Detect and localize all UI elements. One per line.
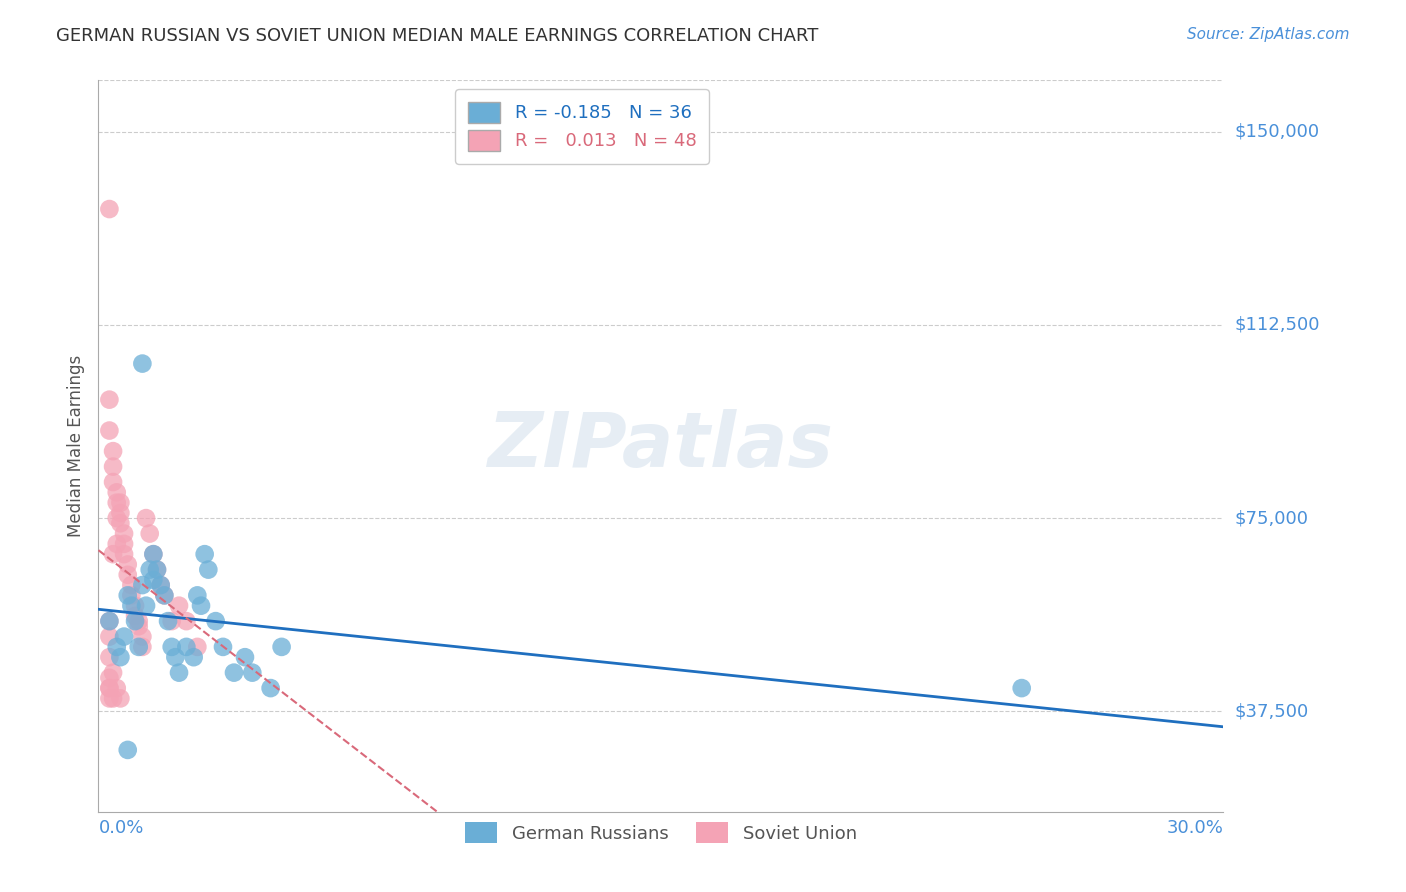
Point — [167, 599, 190, 613]
Point — [98, 614, 121, 628]
Point — [112, 547, 135, 561]
Point — [101, 547, 124, 561]
Point — [176, 614, 198, 628]
Point — [270, 640, 292, 654]
Point — [165, 650, 187, 665]
Point — [101, 665, 124, 680]
Point — [197, 563, 219, 577]
Point — [186, 588, 208, 602]
Point — [117, 567, 139, 582]
Point — [190, 599, 212, 613]
Point — [131, 630, 153, 644]
Point — [112, 537, 135, 551]
Point — [120, 588, 142, 602]
Point — [98, 202, 121, 216]
Point — [138, 526, 160, 541]
Point — [149, 578, 172, 592]
Text: $112,500: $112,500 — [1234, 316, 1320, 334]
Text: 30.0%: 30.0% — [1167, 819, 1223, 837]
Point — [105, 640, 128, 654]
Point — [105, 485, 128, 500]
Text: $150,000: $150,000 — [1234, 123, 1319, 141]
Point — [117, 743, 139, 757]
Point — [101, 475, 124, 489]
Point — [259, 681, 281, 695]
Point — [142, 573, 165, 587]
Point — [120, 599, 142, 613]
Text: Source: ZipAtlas.com: Source: ZipAtlas.com — [1187, 27, 1350, 42]
Point — [138, 563, 160, 577]
Point — [98, 650, 121, 665]
Point — [131, 357, 153, 371]
Point — [149, 578, 172, 592]
Point — [98, 671, 121, 685]
Point — [240, 665, 263, 680]
Point — [101, 459, 124, 474]
Point — [98, 424, 121, 438]
Point — [204, 614, 226, 628]
Point — [153, 588, 176, 602]
Point — [98, 691, 121, 706]
Point — [124, 614, 146, 628]
Point — [160, 614, 183, 628]
Point — [160, 640, 183, 654]
Point — [110, 691, 132, 706]
Point — [128, 614, 150, 628]
Text: ZIPatlas: ZIPatlas — [488, 409, 834, 483]
Point — [128, 640, 150, 654]
Point — [112, 526, 135, 541]
Point — [176, 640, 198, 654]
Point — [212, 640, 235, 654]
Point — [110, 650, 132, 665]
Point — [135, 599, 157, 613]
Point — [105, 537, 128, 551]
Point — [233, 650, 256, 665]
Point — [101, 444, 124, 458]
Point — [157, 614, 180, 628]
Point — [153, 588, 176, 602]
Point — [131, 578, 153, 592]
Point — [222, 665, 245, 680]
Point — [98, 681, 121, 695]
Point — [98, 681, 121, 695]
Point — [98, 630, 121, 644]
Point — [146, 563, 169, 577]
Text: $37,500: $37,500 — [1234, 702, 1309, 720]
Point — [105, 511, 128, 525]
Point — [142, 547, 165, 561]
Point — [117, 588, 139, 602]
Point — [167, 665, 190, 680]
Text: 0.0%: 0.0% — [98, 819, 143, 837]
Point — [98, 392, 121, 407]
Point — [117, 558, 139, 572]
Point — [131, 640, 153, 654]
Point — [194, 547, 217, 561]
Point — [124, 609, 146, 624]
Point — [110, 516, 132, 531]
Point — [146, 563, 169, 577]
Point — [142, 547, 165, 561]
Point — [101, 691, 124, 706]
Point — [124, 599, 146, 613]
Point — [120, 578, 142, 592]
Text: $75,000: $75,000 — [1234, 509, 1309, 527]
Point — [1011, 681, 1033, 695]
Legend: German Russians, Soviet Union: German Russians, Soviet Union — [454, 812, 868, 854]
Y-axis label: Median Male Earnings: Median Male Earnings — [66, 355, 84, 537]
Point — [105, 681, 128, 695]
Point — [110, 496, 132, 510]
Point — [110, 506, 132, 520]
Text: GERMAN RUSSIAN VS SOVIET UNION MEDIAN MALE EARNINGS CORRELATION CHART: GERMAN RUSSIAN VS SOVIET UNION MEDIAN MA… — [56, 27, 818, 45]
Point — [98, 614, 121, 628]
Point — [135, 511, 157, 525]
Point — [112, 630, 135, 644]
Point — [186, 640, 208, 654]
Point — [183, 650, 205, 665]
Point — [105, 496, 128, 510]
Point — [128, 619, 150, 633]
